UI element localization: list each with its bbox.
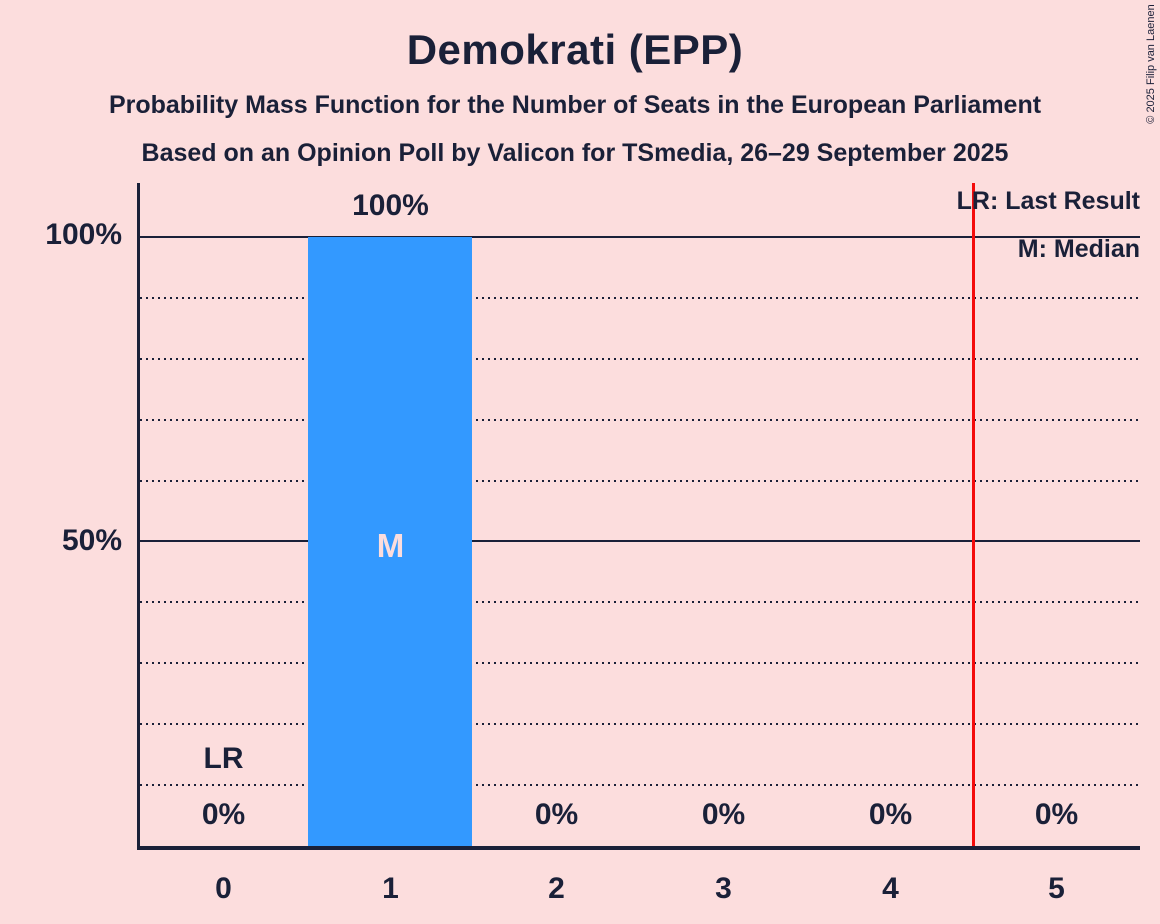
chart-source-line: Based on an Opinion Poll by Valicon for … (141, 139, 1009, 167)
value-label-seats-2: 0% (534, 798, 579, 831)
x-axis-line (137, 846, 1140, 850)
plot-area (140, 183, 1140, 846)
value-label-seats-0: 0% (201, 798, 246, 831)
xtick-0: 0 (215, 872, 232, 905)
gridline-90pct (140, 297, 1140, 299)
value-label-seats-3: 0% (701, 798, 746, 831)
value-label-seats-5: 0% (1034, 798, 1079, 831)
bar-seats-1 (308, 237, 472, 846)
xtick-2: 2 (548, 872, 565, 905)
gridline-70pct (140, 419, 1140, 421)
gridline-30pct (140, 662, 1140, 664)
chart-subtitle: Probability Mass Function for the Number… (108, 91, 1042, 119)
ytick-100pct: 100% (45, 218, 122, 251)
value-label-seats-4: 0% (868, 798, 913, 831)
chart-title: Demokrati (EPP) (406, 26, 744, 73)
gridline-10pct (140, 784, 1140, 786)
xtick-3: 3 (715, 872, 732, 905)
gridline-20pct (140, 723, 1140, 725)
value-label-seats-1: 100% (352, 189, 429, 222)
y-axis-line (137, 183, 140, 850)
copyright-notice: © 2025 Filip van Laenen (1145, 4, 1157, 124)
xtick-5: 5 (1048, 872, 1065, 905)
last-result-marker-line (972, 183, 975, 846)
gridline-80pct (140, 358, 1140, 360)
xtick-4: 4 (882, 872, 899, 905)
legend-median: M: Median (1017, 235, 1140, 263)
last-result-label: LR (203, 742, 244, 775)
xtick-1: 1 (382, 872, 399, 905)
gridline-100pct (140, 236, 1140, 238)
ytick-50pct: 50% (61, 524, 122, 557)
gridline-40pct (140, 601, 1140, 603)
gridline-50pct (140, 540, 1140, 542)
legend-last-result: LR: Last Result (956, 187, 1140, 215)
gridline-60pct (140, 480, 1140, 482)
median-label: M (376, 527, 405, 564)
